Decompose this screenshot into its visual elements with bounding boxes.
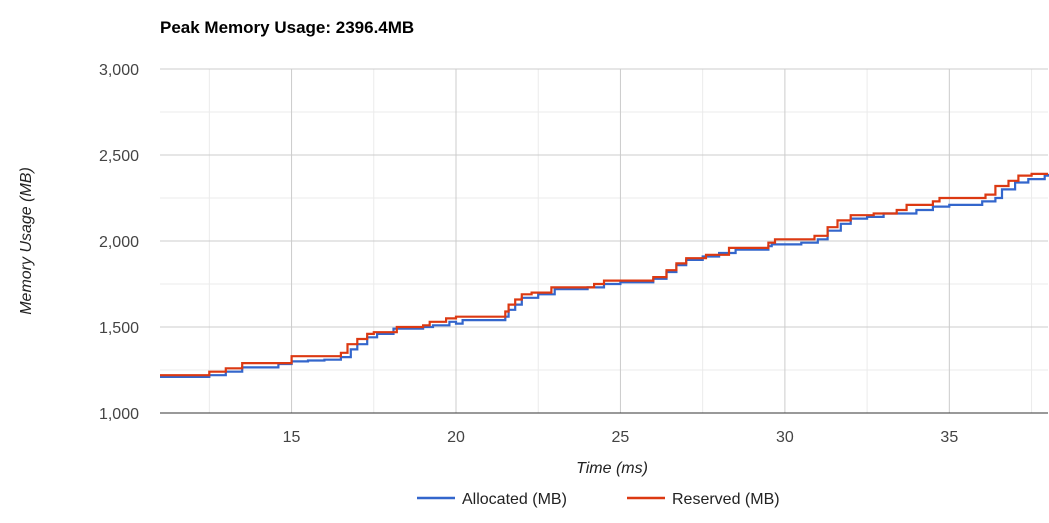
y-tick-label: 2,000 [99, 234, 139, 251]
y-tick-label: 1,500 [99, 320, 139, 337]
legend-label: Allocated (MB) [462, 491, 567, 508]
y-tick-label: 1,000 [99, 406, 139, 423]
y-axis-title: Memory Usage (MB) [18, 167, 35, 315]
chart-title: Peak Memory Usage: 2396.4MB [160, 18, 414, 37]
grid [160, 68, 1048, 414]
legend[interactable]: Allocated (MB) Reserved (MB) [417, 491, 780, 508]
legend-item-allocated[interactable]: Allocated (MB) [417, 491, 567, 508]
series-line-reserved[interactable] [160, 172, 1048, 377]
x-tick-label: 15 [283, 429, 301, 446]
x-axis-title: Time (ms) [576, 460, 648, 477]
y-tick-label: 3,000 [99, 62, 139, 79]
x-tick-label: 30 [776, 429, 794, 446]
x-tick-label: 20 [447, 429, 465, 446]
legend-label: Reserved (MB) [672, 491, 780, 508]
x-tick-label: 35 [940, 429, 958, 446]
y-tick-label: 2,500 [99, 148, 139, 165]
legend-item-reserved[interactable]: Reserved (MB) [627, 491, 780, 508]
x-tick-label: 25 [612, 429, 630, 446]
series-line-allocated[interactable] [160, 173, 1049, 378]
tick-labels: 1,000 1,500 2,000 2,500 3,000 15 20 25 30 35 [99, 62, 958, 446]
series-layer [160, 172, 1049, 378]
